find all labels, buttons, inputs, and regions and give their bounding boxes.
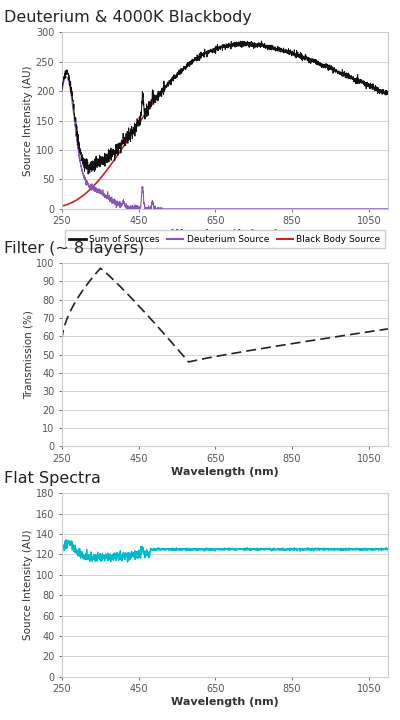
X-axis label: Wavelength (nm): Wavelength (nm)	[171, 697, 279, 707]
Y-axis label: Source Intensity (AU): Source Intensity (AU)	[23, 530, 33, 640]
Text: Deuterium & 4000K Blackbody: Deuterium & 4000K Blackbody	[4, 10, 252, 25]
X-axis label: Wavelength (nm): Wavelength (nm)	[171, 229, 279, 239]
Text: Filter (∼ 8 layers): Filter (∼ 8 layers)	[4, 240, 144, 256]
Legend: Sum of Sources, Deuterium Source, Black Body Source: Sum of Sources, Deuterium Source, Black …	[65, 230, 385, 248]
Y-axis label: Source Intensity (AU): Source Intensity (AU)	[23, 66, 33, 176]
X-axis label: Wavelength (nm): Wavelength (nm)	[171, 467, 279, 477]
Text: Flat Spectra: Flat Spectra	[4, 471, 101, 486]
Y-axis label: Transmission (%): Transmission (%)	[23, 310, 33, 399]
